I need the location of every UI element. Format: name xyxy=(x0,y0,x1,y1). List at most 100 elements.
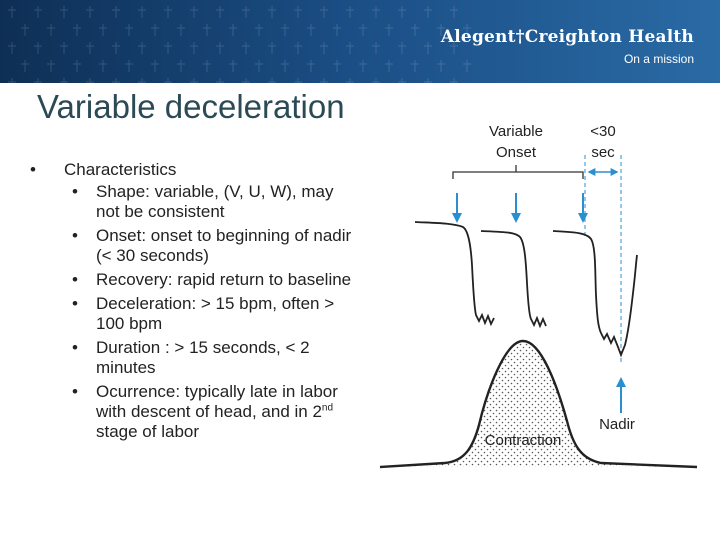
cross-pattern-mark xyxy=(255,24,263,36)
cross-pattern-mark xyxy=(307,60,315,72)
cross-pattern-mark xyxy=(164,42,172,54)
cross-pattern-mark xyxy=(216,6,224,18)
list-item-text-part: and in 2 xyxy=(261,402,322,421)
contraction-curve xyxy=(379,339,698,469)
cross-pattern-mark xyxy=(294,6,302,18)
cross-pattern-mark xyxy=(281,60,289,72)
bullet-dot-icon: • xyxy=(72,382,78,401)
list-item-text: Deceleration: > 15 bpm, often > 100 bpm xyxy=(96,294,335,333)
bullet-heading: • Characteristics xyxy=(30,160,360,180)
brand-logo: Alegent†Creighton Health On a mission xyxy=(441,27,694,66)
cross-pattern-mark xyxy=(21,60,29,72)
cross-pattern-mark xyxy=(411,24,419,36)
cross-pattern xyxy=(8,6,471,83)
cross-pattern-mark xyxy=(398,6,406,18)
list-item-text: Recovery: rapid return to baseline xyxy=(96,270,352,289)
cross-pattern-mark xyxy=(294,42,302,54)
cross-pattern-mark xyxy=(437,60,445,72)
cross-pattern-mark xyxy=(47,60,55,72)
bullet-dot-icon: • xyxy=(72,226,78,245)
cross-pattern-mark xyxy=(372,6,380,18)
list-item-text: Ocurrence: typically late in labor with … xyxy=(96,382,360,442)
cross-pattern-mark xyxy=(138,42,146,54)
cross-pattern-mark xyxy=(203,60,211,72)
bullet-dot-icon: • xyxy=(30,160,36,179)
contraction-label: Contraction xyxy=(485,432,562,449)
list-item-text-part: Ocurrence: typically late in labor with … xyxy=(96,382,338,421)
cross-pattern-mark xyxy=(411,60,419,72)
cross-pattern-mark xyxy=(60,6,68,18)
cross-pattern-mark xyxy=(177,24,185,36)
list-item: • Onset: onset to beginning of nadir (< 3… xyxy=(72,226,360,266)
cross-pattern-mark xyxy=(99,24,107,36)
sub-bullet-list: • Shape: variable, (V, U, W), may not be … xyxy=(72,182,360,442)
cross-pattern-mark xyxy=(112,42,120,54)
cross-pattern-mark xyxy=(242,42,250,54)
cross-pattern-mark xyxy=(281,24,289,36)
cross-pattern-mark xyxy=(385,24,393,36)
cross-pattern-mark xyxy=(164,78,172,83)
bullet-heading-text: Characteristics xyxy=(64,160,177,179)
bullet-dot-icon: • xyxy=(72,338,78,357)
cross-pattern-mark xyxy=(385,60,393,72)
cross-pattern-mark xyxy=(398,42,406,54)
cross-pattern-mark xyxy=(112,6,120,18)
variable-deceleration-diagram: Variable Onset <30 sec Nadir Contraction xyxy=(379,123,698,469)
bullet-list: • Characteristics • Shape: variable, (V, … xyxy=(30,160,360,446)
cross-pattern-mark xyxy=(34,78,42,83)
cross-pattern-mark xyxy=(294,78,302,83)
list-item: • Recovery: rapid return to baseline xyxy=(72,270,360,290)
cross-pattern-mark xyxy=(346,78,354,83)
cross-pattern-mark xyxy=(8,6,16,18)
cross-pattern-mark xyxy=(450,6,458,18)
cross-pattern-mark xyxy=(320,6,328,18)
cross-pattern-mark xyxy=(86,78,94,83)
cross-pattern-mark xyxy=(255,60,263,72)
cross-pattern-mark xyxy=(359,60,367,72)
cross-pattern-mark xyxy=(190,6,198,18)
bullet-dot-icon: • xyxy=(72,270,78,289)
cross-pattern-mark xyxy=(346,6,354,18)
cross-pattern-mark xyxy=(164,6,172,18)
onset-label-line2: Onset xyxy=(496,144,537,161)
cross-pattern-mark xyxy=(112,78,120,83)
cross-pattern-mark xyxy=(21,24,29,36)
list-item: • Shape: variable, (V, U, W), may not be … xyxy=(72,182,360,222)
cross-pattern-mark xyxy=(177,60,185,72)
brand-name: Alegent†Creighton Health xyxy=(440,27,694,47)
cross-pattern-mark xyxy=(346,42,354,54)
onset-bracket xyxy=(452,165,584,179)
cross-pattern-mark xyxy=(60,78,68,83)
cross-pattern-mark xyxy=(151,60,159,72)
cross-pattern-mark xyxy=(86,6,94,18)
cross-pattern-mark xyxy=(229,24,237,36)
header-banner: Alegent†Creighton Health On a mission xyxy=(0,0,720,83)
list-item: • Deceleration: > 15 bpm, often > 100 bpm xyxy=(72,294,360,334)
cross-pattern-mark xyxy=(73,60,81,72)
duration-label-line1: <30 xyxy=(590,123,615,140)
cross-pattern-mark xyxy=(424,6,432,18)
cross-pattern-mark xyxy=(372,42,380,54)
cross-pattern-mark xyxy=(60,42,68,54)
bullet-dot-icon: • xyxy=(72,294,78,313)
fhr-decel-3 xyxy=(552,230,638,358)
cross-pattern-mark xyxy=(86,42,94,54)
cross-pattern-mark xyxy=(125,24,133,36)
cross-pattern-mark xyxy=(34,42,42,54)
cross-pattern-mark xyxy=(125,60,133,72)
cross-pattern-mark xyxy=(320,42,328,54)
list-item-text: Onset: onset to beginning of nadir (< 30… xyxy=(96,226,352,265)
cross-pattern-mark xyxy=(359,24,367,36)
cross-pattern-mark xyxy=(190,78,198,83)
cross-pattern-mark xyxy=(333,24,341,36)
cross-pattern-mark xyxy=(437,24,445,36)
fhr-decel-2 xyxy=(480,230,547,329)
cross-pattern-mark xyxy=(8,78,16,83)
cross-pattern-mark xyxy=(216,42,224,54)
cross-pattern-mark xyxy=(398,78,406,83)
cross-pattern-mark xyxy=(216,78,224,83)
ordinal-suffix: nd xyxy=(321,402,334,414)
cross-pattern-mark xyxy=(47,24,55,36)
cross-pattern-mark xyxy=(151,24,159,36)
brand-tagline: On a mission xyxy=(623,52,694,66)
